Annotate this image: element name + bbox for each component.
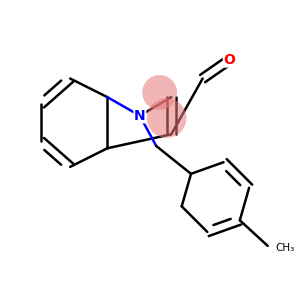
Circle shape: [142, 75, 177, 110]
Circle shape: [147, 98, 186, 138]
Text: CH₃: CH₃: [276, 243, 295, 253]
Text: N: N: [134, 109, 146, 123]
Text: O: O: [224, 53, 235, 67]
